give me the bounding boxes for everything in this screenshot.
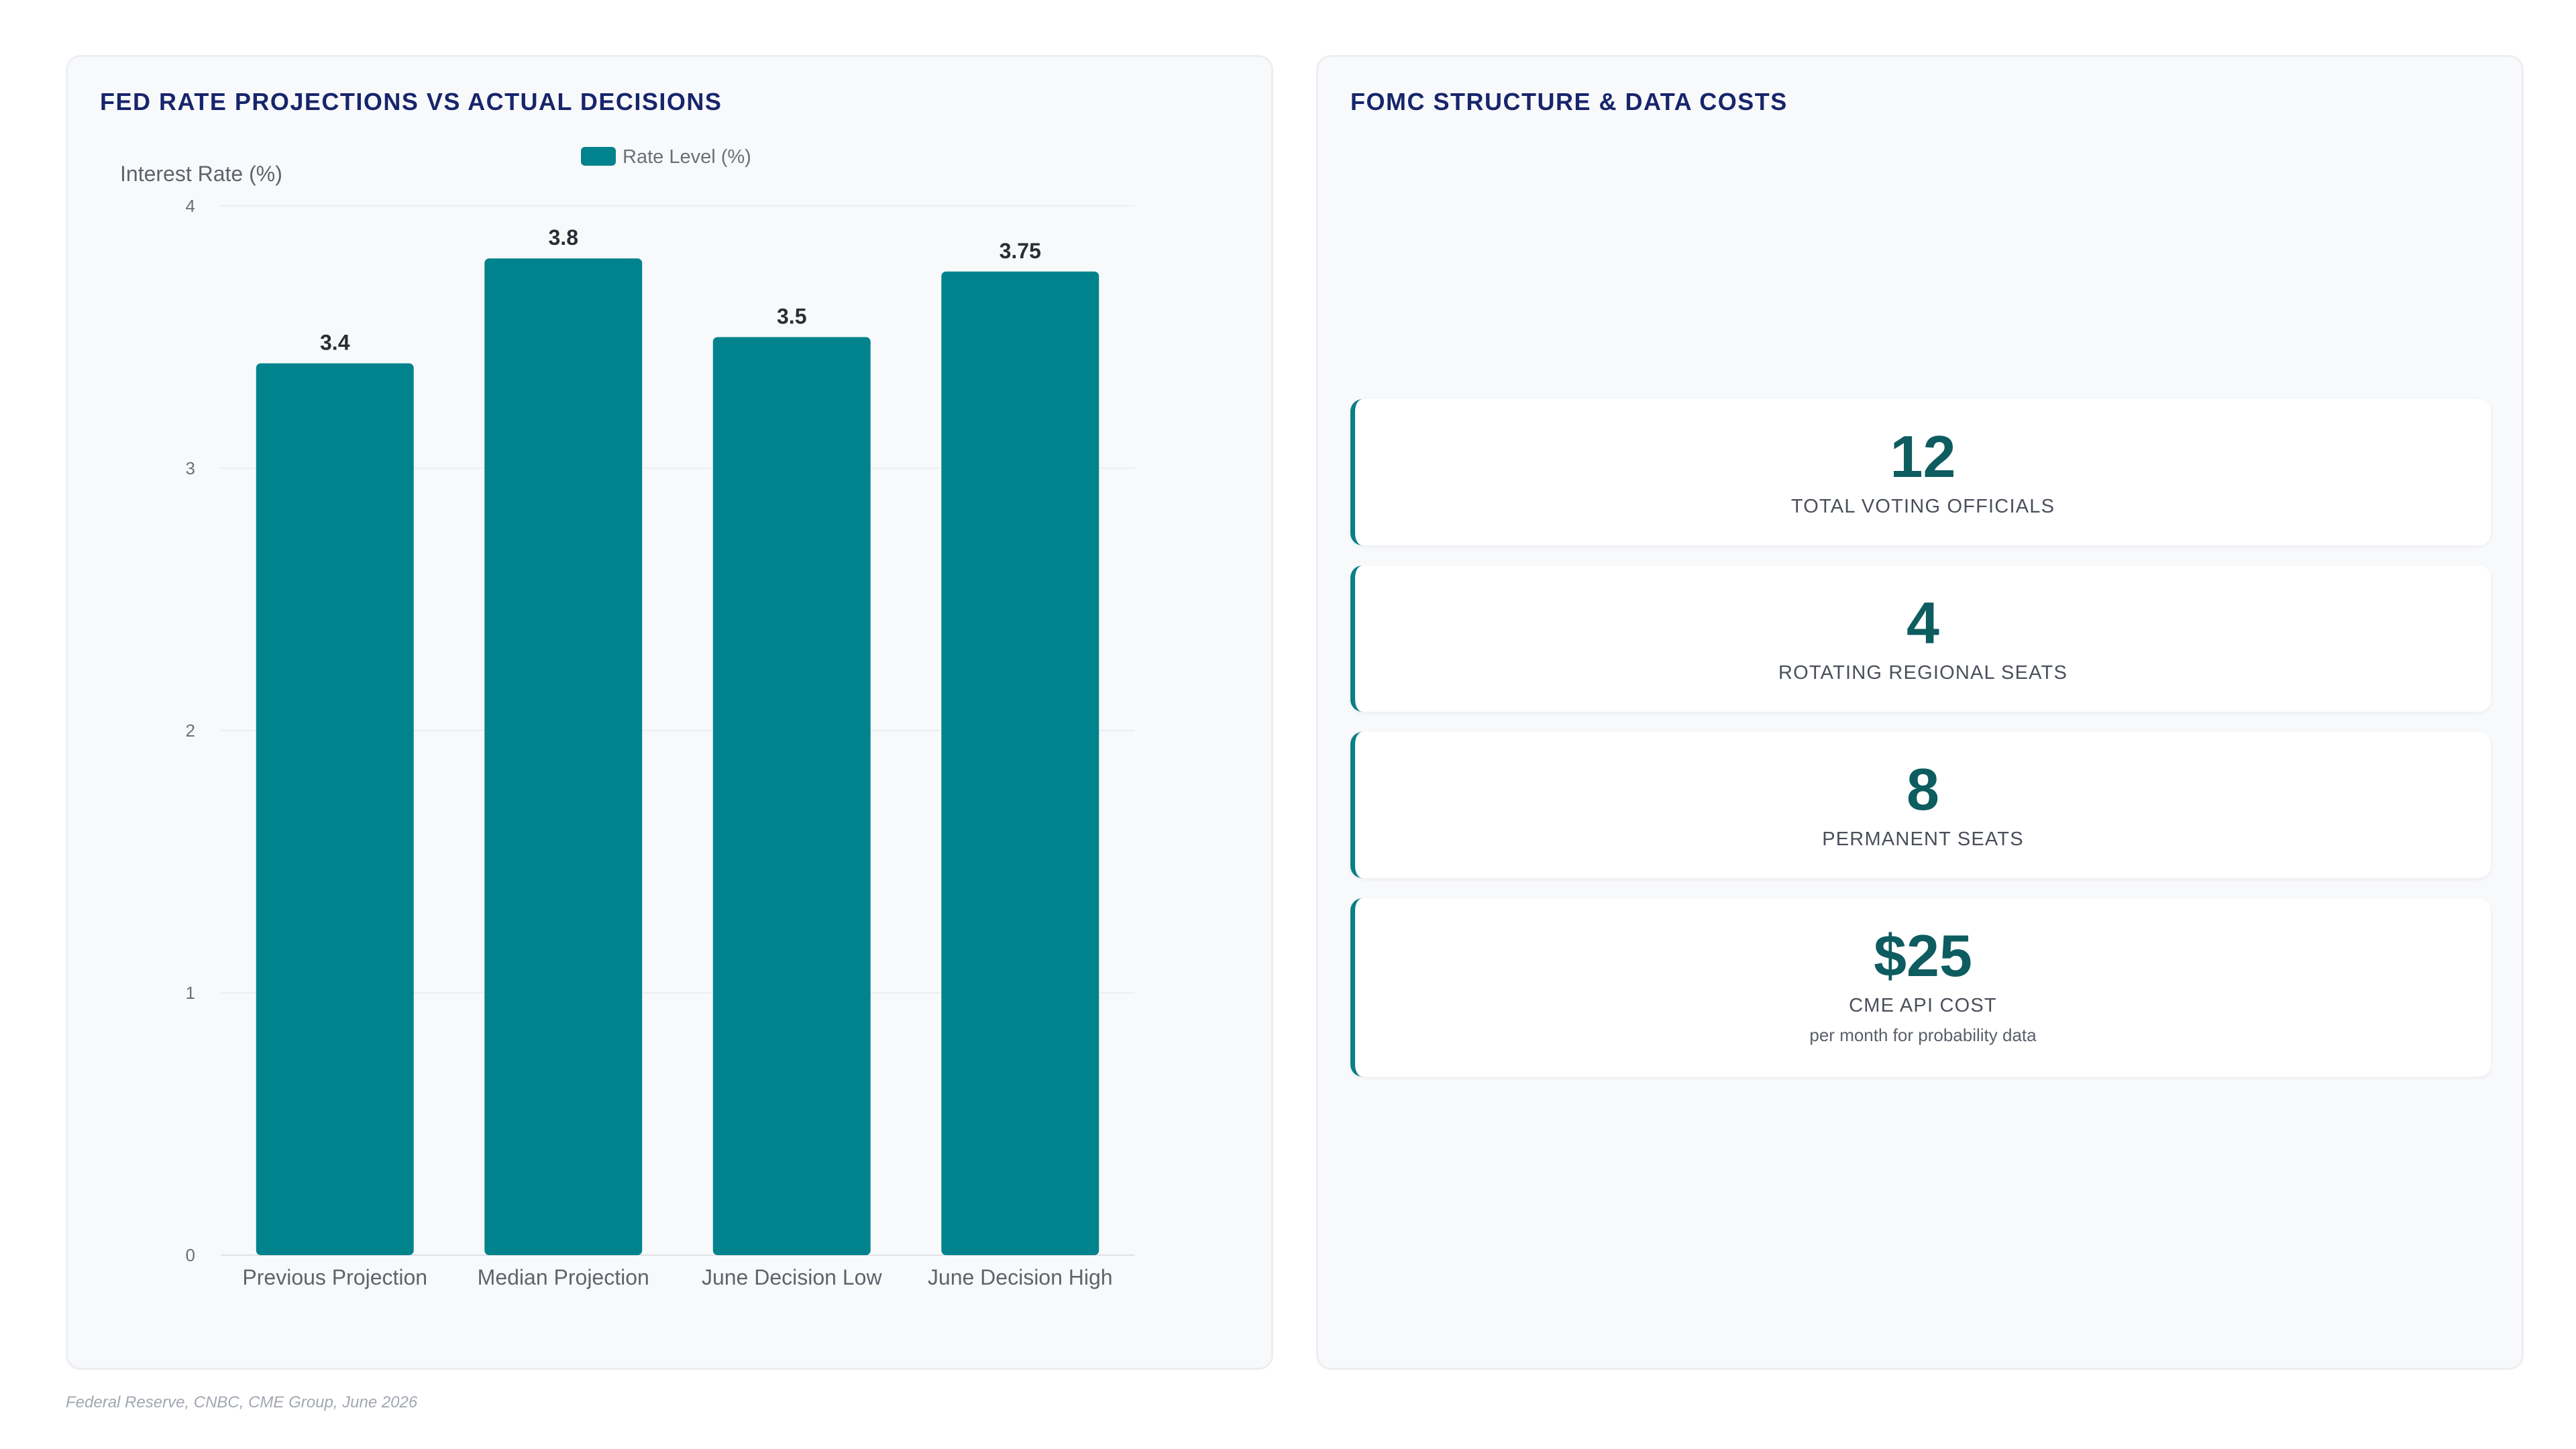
chart-title: FED RATE PROJECTIONS VS ACTUAL DECISIONS (100, 88, 722, 115)
y-tick-label: 3 (186, 458, 195, 478)
kpi-panel: FOMC STRUCTURE & DATA COSTS 12 TOTAL VOT… (1316, 55, 2524, 1370)
kpi-label: CME API COST (1849, 995, 1997, 1016)
kpi-value: 4 (1907, 590, 1939, 656)
y-tick-label: 0 (186, 1245, 195, 1265)
x-tick-label: Median Projection (478, 1265, 649, 1289)
kpi-label: ROTATING REGIONAL SEATS (1778, 662, 2068, 684)
bar (256, 363, 414, 1255)
kpi-label: TOTAL VOTING OFFICIALS (1790, 496, 2055, 517)
kpi-card-voting-officials: 12 TOTAL VOTING OFFICIALS (1350, 399, 2491, 545)
y-tick-label: 1 (186, 983, 195, 1003)
bar-value-label: 3.4 (320, 331, 350, 355)
kpi-note: per month for probability data (1809, 1025, 2037, 1045)
kpi-value: 12 (1890, 423, 1956, 490)
kpi-panel-title: FOMC STRUCTURE & DATA COSTS (1350, 88, 1788, 115)
bar (484, 258, 643, 1256)
legend-label: Rate Level (%) (623, 146, 751, 168)
bar (941, 271, 1099, 1255)
y-tick-label: 2 (186, 720, 195, 741)
bar-chart: 0 1 2 3 4 Interest Rate (%) Rate Level (%) 3.4 P… (120, 146, 1134, 1289)
kpi-value: 8 (1907, 756, 1939, 822)
chart-panel: FED RATE PROJECTIONS VS ACTUAL DECISIONS… (66, 55, 1273, 1370)
x-tick-label: June Decision High (928, 1265, 1113, 1289)
x-tick-label: June Decision Low (702, 1265, 882, 1289)
bar-value-label: 3.75 (1000, 239, 1041, 263)
kpi-label: PERMANENT SEATS (1822, 828, 2024, 850)
kpi-value: $25 (1874, 922, 1972, 989)
kpi-card-api-cost: $25 CME API COST per month for probabili… (1350, 898, 2491, 1077)
bar (712, 337, 871, 1255)
legend-swatch (581, 147, 616, 166)
bar-value-label: 3.8 (549, 225, 578, 250)
kpi-list: 12 TOTAL VOTING OFFICIALS 4 ROTATING REG… (1350, 399, 2491, 1097)
kpi-card-rotating-seats: 4 ROTATING REGIONAL SEATS (1350, 566, 2491, 712)
kpi-card-permanent-seats: 8 PERMANENT SEATS (1350, 732, 2491, 878)
x-tick-label: Previous Projection (242, 1265, 427, 1289)
source-note: Federal Reserve, CNBC, CME Group, June 2… (66, 1393, 418, 1411)
bar-value-label: 3.5 (777, 305, 806, 329)
y-tick-label: 4 (186, 196, 195, 216)
y-axis-title: Interest Rate (%) (120, 162, 282, 186)
